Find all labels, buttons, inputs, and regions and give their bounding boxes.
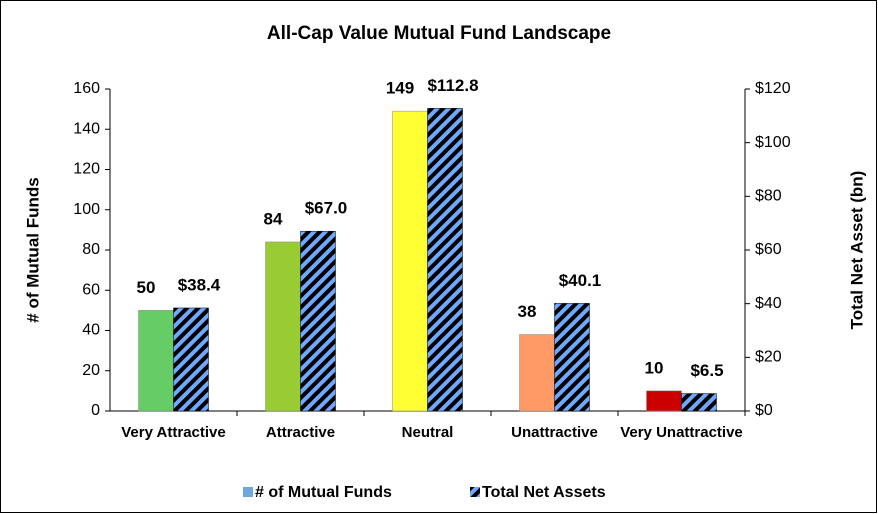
value-label: 38 (518, 302, 537, 321)
bar (300, 230, 336, 412)
value-label: 149 (386, 79, 414, 98)
chart-title: All-Cap Value Mutual Fund Landscape (267, 23, 611, 44)
x-tick-label: Attractive (265, 424, 336, 441)
y-axis-title: # of Mutual Funds (23, 177, 42, 322)
value-label: $40.1 (559, 271, 602, 290)
x-tick-label: Very Attractive (121, 424, 226, 441)
y-tick-label: 140 (73, 120, 100, 137)
y-tick-label: 160 (73, 80, 100, 97)
y2-tick-label: $60 (755, 241, 782, 258)
value-label: 10 (645, 358, 664, 377)
y2-tick-label: $80 (755, 188, 782, 205)
value-label: $112.8 (427, 76, 478, 95)
y2-tick-label: $100 (755, 134, 791, 151)
bar (265, 241, 301, 412)
y-tick-label: 0 (91, 402, 100, 419)
x-tick-label: Unattractive (511, 424, 598, 441)
legend-label: # of Mutual Funds (255, 484, 392, 501)
x-tick-label: Neutral (401, 424, 454, 441)
y2-tick-label: $120 (755, 80, 791, 97)
y-tick-label: 120 (73, 161, 100, 178)
y-tick-label: 80 (82, 241, 100, 258)
bar (173, 307, 209, 412)
y-tick-label: 40 (82, 322, 100, 339)
value-label: 50 (137, 278, 156, 297)
y2-tick-label: $20 (755, 349, 782, 366)
bar (427, 108, 463, 412)
bar (138, 310, 174, 412)
y-tick-label: 20 (82, 362, 100, 379)
legend-label: Total Net Assets (482, 484, 606, 501)
value-label: $38.4 (178, 275, 221, 294)
bar (646, 390, 682, 412)
y-tick-label: 60 (82, 281, 100, 298)
bar (554, 303, 590, 412)
x-tick-label: Very Unattractive (620, 424, 743, 441)
bar (681, 393, 717, 412)
value-label: 84 (264, 209, 283, 228)
y2-tick-label: $0 (755, 402, 773, 419)
legend-swatch (470, 487, 480, 497)
value-label: $67.0 (305, 199, 348, 218)
y2-axis-title: Total Net Asset (bn) (847, 171, 866, 330)
bar (392, 110, 428, 412)
y2-tick-label: $40 (755, 295, 782, 312)
legend-swatch (243, 487, 253, 497)
y-tick-label: 100 (73, 201, 100, 218)
value-label: $6.5 (690, 361, 723, 380)
bar (519, 334, 555, 412)
